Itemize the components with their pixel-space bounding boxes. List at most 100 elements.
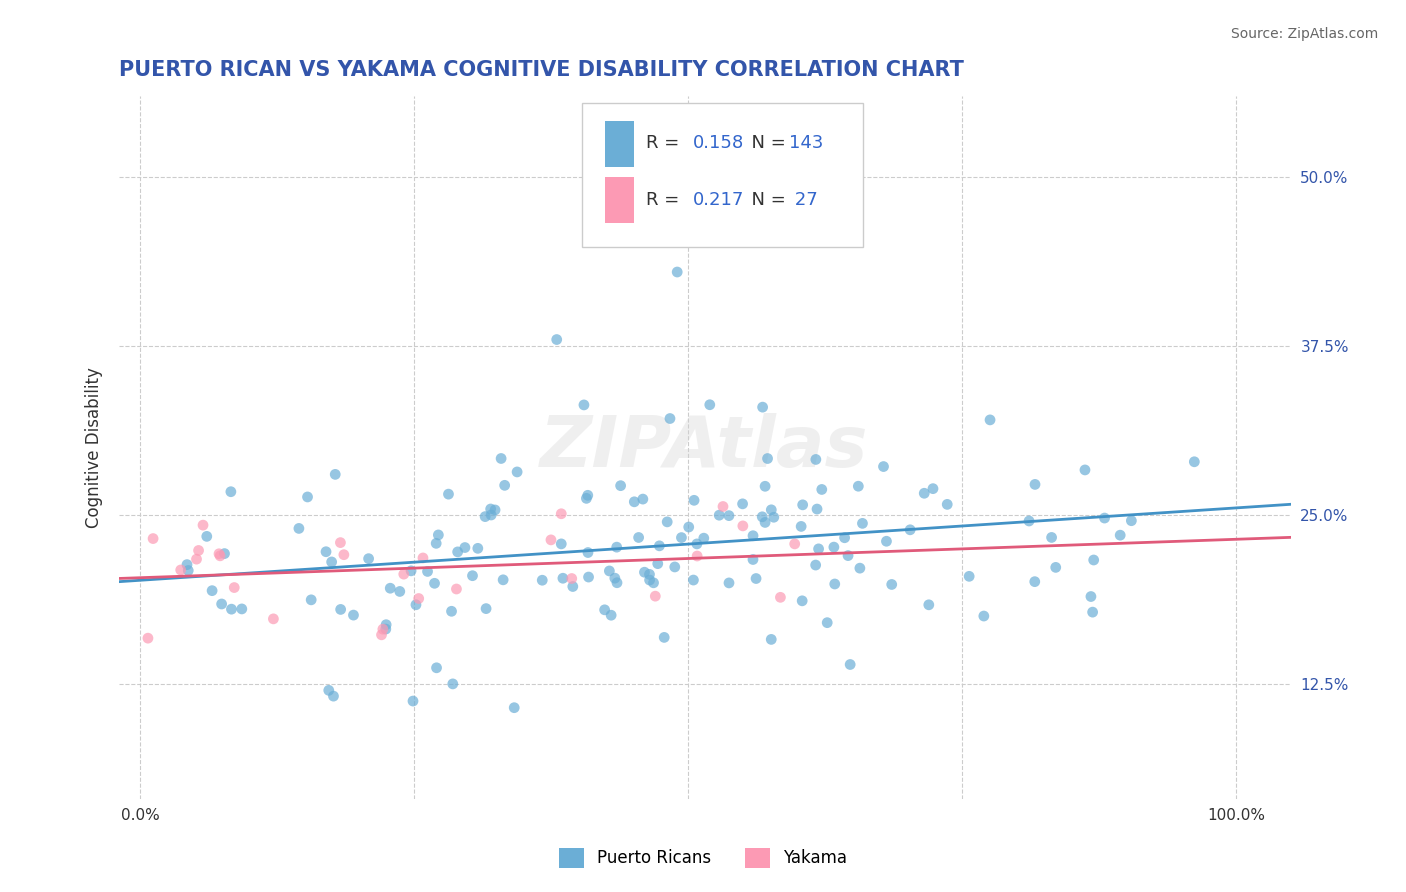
Point	[815, 615, 838, 630]
Point	[209, 549, 232, 563]
Point	[792, 498, 814, 512]
Point	[1083, 553, 1105, 567]
Point	[790, 519, 813, 533]
Point	[322, 689, 344, 703]
Point	[751, 400, 773, 414]
Point	[666, 265, 689, 279]
Point	[918, 598, 941, 612]
Point	[837, 549, 859, 563]
Point	[136, 631, 159, 645]
Text: Source: ZipAtlas.com: Source: ZipAtlas.com	[1230, 27, 1378, 41]
Point	[671, 531, 693, 545]
Point	[880, 577, 903, 591]
Point	[606, 540, 628, 554]
Text: R =: R =	[645, 191, 685, 209]
Point	[299, 592, 322, 607]
Point	[221, 602, 243, 616]
Point	[489, 451, 512, 466]
Point	[686, 549, 709, 563]
Point	[479, 502, 502, 516]
Point	[898, 523, 921, 537]
Point	[627, 531, 650, 545]
Point	[603, 571, 626, 585]
Point	[839, 657, 862, 672]
Point	[683, 493, 706, 508]
Point	[506, 465, 529, 479]
Point	[664, 560, 686, 574]
Point	[176, 558, 198, 572]
Point	[810, 483, 832, 497]
Point	[647, 557, 669, 571]
Text: N =: N =	[740, 135, 792, 153]
Point	[657, 515, 679, 529]
Point	[187, 543, 209, 558]
Point	[638, 573, 661, 587]
Point	[479, 508, 502, 522]
Point	[745, 572, 768, 586]
Point	[231, 602, 253, 616]
FancyBboxPatch shape	[582, 103, 863, 247]
Point	[979, 413, 1001, 427]
Point	[575, 491, 598, 506]
Point	[600, 608, 623, 623]
Point	[623, 495, 645, 509]
Point	[783, 537, 806, 551]
Point	[219, 484, 242, 499]
Point	[936, 497, 959, 511]
Text: 0.217: 0.217	[693, 191, 744, 209]
Point	[546, 333, 568, 347]
Text: R =: R =	[645, 135, 685, 153]
Point	[503, 700, 526, 714]
Point	[644, 589, 666, 603]
Point	[399, 564, 422, 578]
Point	[711, 500, 734, 514]
Point	[593, 603, 616, 617]
Point	[323, 467, 346, 482]
Point	[693, 531, 716, 545]
Point	[631, 492, 654, 507]
Point	[1045, 560, 1067, 574]
Point	[957, 569, 980, 583]
Point	[211, 597, 233, 611]
Point	[731, 519, 754, 533]
Point	[494, 478, 516, 492]
Point	[973, 609, 995, 624]
Point	[922, 482, 945, 496]
Point	[561, 580, 583, 594]
Point	[405, 598, 427, 612]
Point	[1018, 514, 1040, 528]
Point	[648, 539, 671, 553]
Point	[709, 508, 731, 523]
Point	[357, 551, 380, 566]
Point	[761, 503, 783, 517]
Text: 143: 143	[789, 135, 824, 153]
FancyBboxPatch shape	[605, 178, 634, 223]
Point	[170, 563, 193, 577]
Point	[638, 567, 661, 582]
Point	[807, 541, 830, 556]
Point	[191, 518, 214, 533]
Point	[551, 571, 574, 585]
Point	[1094, 511, 1116, 525]
Point	[1024, 574, 1046, 589]
Point	[412, 551, 434, 566]
Point	[824, 577, 846, 591]
Point	[425, 661, 447, 675]
Point	[375, 617, 398, 632]
Point	[467, 541, 489, 556]
Point	[441, 677, 464, 691]
Point	[262, 612, 284, 626]
Point	[492, 573, 515, 587]
Point	[686, 537, 709, 551]
Point	[388, 584, 411, 599]
Text: PUERTO RICAN VS YAKAMA COGNITIVE DISABILITY CORRELATION CHART: PUERTO RICAN VS YAKAMA COGNITIVE DISABIL…	[118, 60, 963, 79]
Point	[652, 631, 675, 645]
Point	[754, 516, 776, 530]
Point	[804, 452, 827, 467]
Point	[329, 535, 352, 549]
Point	[572, 398, 595, 412]
Point	[380, 581, 402, 595]
Point	[208, 547, 231, 561]
Point	[288, 521, 311, 535]
Point	[912, 486, 935, 500]
